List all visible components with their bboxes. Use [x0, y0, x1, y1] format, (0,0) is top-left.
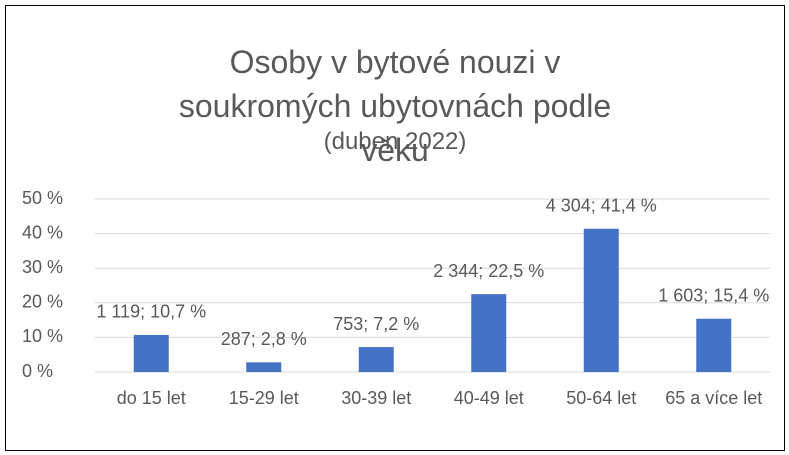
x-tick-label: do 15 let	[116, 388, 186, 408]
x-tick-label: 40-49 let	[453, 388, 524, 408]
bar	[133, 334, 169, 372]
bar	[246, 362, 282, 372]
y-tick-label: 0 %	[22, 361, 53, 381]
y-tick-label: 20 %	[22, 292, 63, 312]
x-tick-label: 50-64 let	[566, 388, 637, 408]
x-tick-label: 65 a více let	[665, 388, 763, 408]
data-label: 1 603; 15,4 %	[658, 285, 769, 305]
bar	[358, 347, 394, 372]
y-tick-label: 10 %	[22, 326, 63, 346]
chart-title: Osoby v bytové nouzi v soukromých ubytov…	[178, 44, 612, 168]
y-tick-label: 40 %	[22, 222, 63, 242]
data-label: 2 344; 22,5 %	[433, 261, 544, 281]
y-tick-label: 50 %	[22, 188, 63, 208]
data-label: 287; 2,8 %	[221, 329, 307, 349]
data-label: 1 119; 10,7 %	[96, 302, 206, 322]
bar	[583, 228, 619, 372]
chart-subtitle: (duben 2022)	[323, 128, 467, 155]
x-tick-label: 15-29 let	[228, 388, 299, 408]
chart-border	[5, 5, 785, 451]
data-label: 4 304; 41,4 %	[546, 196, 657, 216]
bar	[696, 318, 732, 372]
y-tick-label: 30 %	[22, 257, 63, 277]
bar	[471, 294, 507, 372]
data-label: 753; 7,2 %	[333, 314, 419, 334]
x-tick-label: 30-39 let	[341, 388, 412, 408]
